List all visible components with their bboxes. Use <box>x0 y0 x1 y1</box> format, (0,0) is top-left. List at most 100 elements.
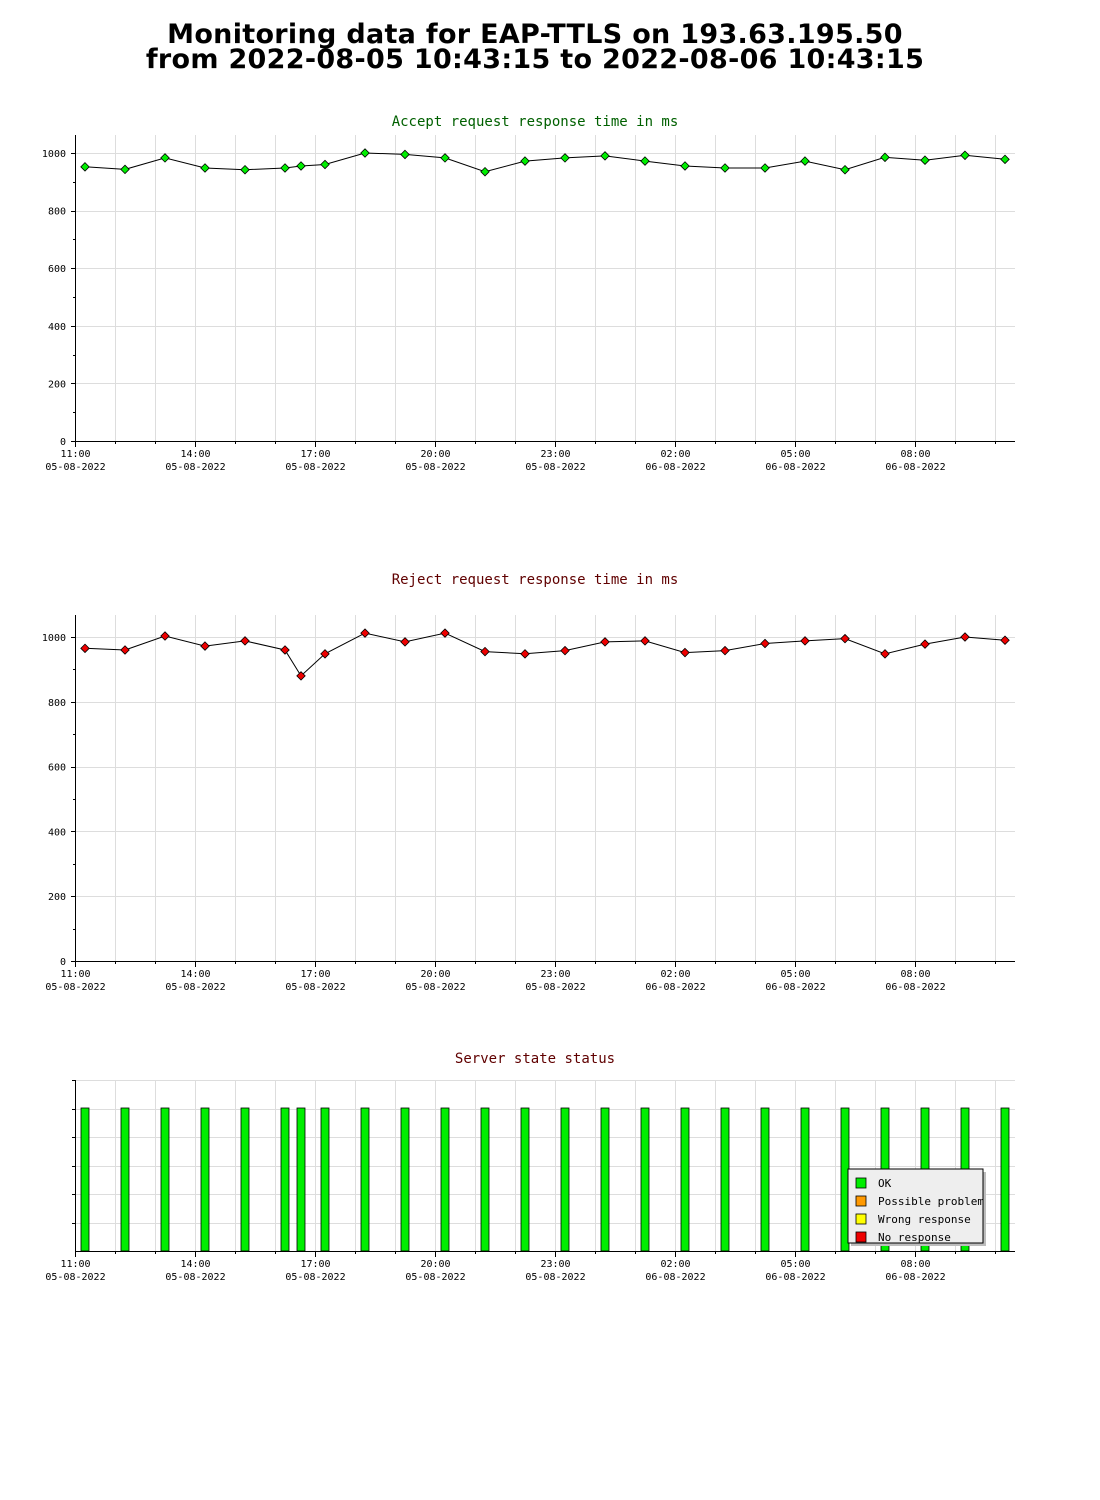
y-tick-label: 400 <box>48 322 66 333</box>
y-tick-label: 200 <box>48 379 66 390</box>
data-point <box>520 156 530 166</box>
x-tick-time-label: 05:00 <box>780 1259 810 1270</box>
data-point <box>400 637 410 647</box>
x-tick-time-label: 20:00 <box>420 1259 450 1270</box>
status-bar <box>480 1107 490 1252</box>
x-tick-date-label: 06-08-2022 <box>645 462 705 473</box>
data-point <box>360 148 370 158</box>
data-point <box>600 151 610 161</box>
x-tick-time-label: 08:00 <box>900 969 930 980</box>
data-point <box>920 639 930 649</box>
status-bar <box>680 1107 690 1252</box>
data-point <box>296 671 306 681</box>
series-line <box>84 152 1006 173</box>
data-point <box>160 631 170 641</box>
server-status-chart: Server state status 11:00 05-08-2022 14:00… <box>45 1051 1015 1283</box>
data-point <box>960 150 970 161</box>
x-tick-time-label: 11:00 <box>60 1259 90 1270</box>
chart-title: Server state status <box>455 1051 615 1067</box>
data-point <box>360 628 370 638</box>
data-point <box>320 159 330 170</box>
status-bar <box>800 1107 810 1252</box>
x-tick-time-label: 11:00 <box>60 969 90 980</box>
x-tick-date-label: 05-08-2022 <box>525 1272 585 1283</box>
legend-swatch <box>855 1231 867 1243</box>
y-tick-label: 200 <box>48 892 66 903</box>
x-tick-time-label: 11:00 <box>60 449 90 460</box>
x-tick-time-label: 14:00 <box>180 969 210 980</box>
x-tick-time-label: 14:00 <box>180 449 210 460</box>
legend-box <box>847 1168 984 1244</box>
x-tick-time-label: 20:00 <box>420 969 450 980</box>
data-point <box>560 153 570 163</box>
data-point <box>640 636 650 646</box>
data-point <box>440 628 450 638</box>
x-tick-date-label: 05-08-2022 <box>405 982 465 993</box>
status-bar <box>160 1107 170 1252</box>
x-tick-date-label: 06-08-2022 <box>645 1272 705 1283</box>
accept-response-chart: Accept request response time in ms 0 200 4… <box>42 114 1015 473</box>
x-tick-time-label: 05:00 <box>780 449 810 460</box>
x-tick-date-label: 06-08-2022 <box>765 1272 825 1283</box>
x-tick-date-label: 05-08-2022 <box>285 982 345 993</box>
data-point <box>520 649 530 659</box>
x-tick-time-label: 14:00 <box>180 1259 210 1270</box>
y-tick-label: 1000 <box>42 633 66 644</box>
status-bar <box>360 1107 370 1252</box>
status-bar <box>296 1107 306 1252</box>
y-tick-label: 0 <box>60 957 66 968</box>
legend-swatch <box>855 1195 867 1207</box>
x-tick-date-label: 05-08-2022 <box>165 1272 225 1283</box>
x-tick-date-label: 06-08-2022 <box>765 982 825 993</box>
x-tick-date-label: 06-08-2022 <box>885 982 945 993</box>
legend-label: OK <box>878 1177 892 1190</box>
data-point <box>160 153 170 163</box>
x-tick-time-label: 20:00 <box>420 449 450 460</box>
data-point <box>840 633 850 644</box>
y-tick-label: 600 <box>48 763 66 774</box>
chart-title: Accept request response time in ms <box>392 114 679 130</box>
legend-label: No response <box>878 1231 951 1244</box>
status-bar <box>320 1107 330 1252</box>
data-point <box>120 645 130 655</box>
status-bar <box>120 1107 130 1252</box>
status-bar <box>240 1107 250 1252</box>
x-tick-date-label: 05-08-2022 <box>285 462 345 473</box>
y-tick-label: 400 <box>48 827 66 838</box>
data-point <box>200 641 210 651</box>
x-tick-date-label: 05-08-2022 <box>45 1272 105 1283</box>
x-tick-time-label: 17:00 <box>300 969 330 980</box>
status-bar <box>280 1107 290 1252</box>
legend-swatch <box>855 1177 867 1189</box>
legend-label: Wrong response <box>878 1213 971 1226</box>
data-point <box>680 161 690 171</box>
data-point <box>680 647 690 658</box>
status-bar <box>640 1107 650 1252</box>
legend-label: Possible problem <box>878 1195 984 1208</box>
data-point <box>120 164 130 175</box>
x-tick-time-label: 17:00 <box>300 1259 330 1270</box>
x-tick-date-label: 06-08-2022 <box>645 982 705 993</box>
data-point <box>240 164 250 175</box>
x-tick-date-label: 05-08-2022 <box>45 982 105 993</box>
status-bar <box>80 1107 90 1252</box>
x-tick-time-label: 23:00 <box>540 969 570 980</box>
data-point <box>240 636 250 646</box>
data-point <box>760 163 770 173</box>
status-bar <box>1000 1107 1010 1252</box>
x-tick-time-label: 17:00 <box>300 449 330 460</box>
page-title-line1: Monitoring data for EAP-TTLS on 193.63.1… <box>167 19 903 50</box>
data-point <box>720 163 730 173</box>
data-point <box>280 645 290 655</box>
x-tick-time-label: 23:00 <box>540 449 570 460</box>
x-tick-date-label: 05-08-2022 <box>285 1272 345 1283</box>
status-bar <box>760 1107 770 1252</box>
data-point <box>600 637 610 647</box>
data-point <box>560 645 570 656</box>
data-point <box>280 163 290 173</box>
data-point <box>480 646 490 657</box>
data-point <box>440 153 450 163</box>
status-bar <box>400 1107 410 1252</box>
x-tick-time-label: 02:00 <box>660 969 690 980</box>
status-bar <box>440 1107 450 1252</box>
